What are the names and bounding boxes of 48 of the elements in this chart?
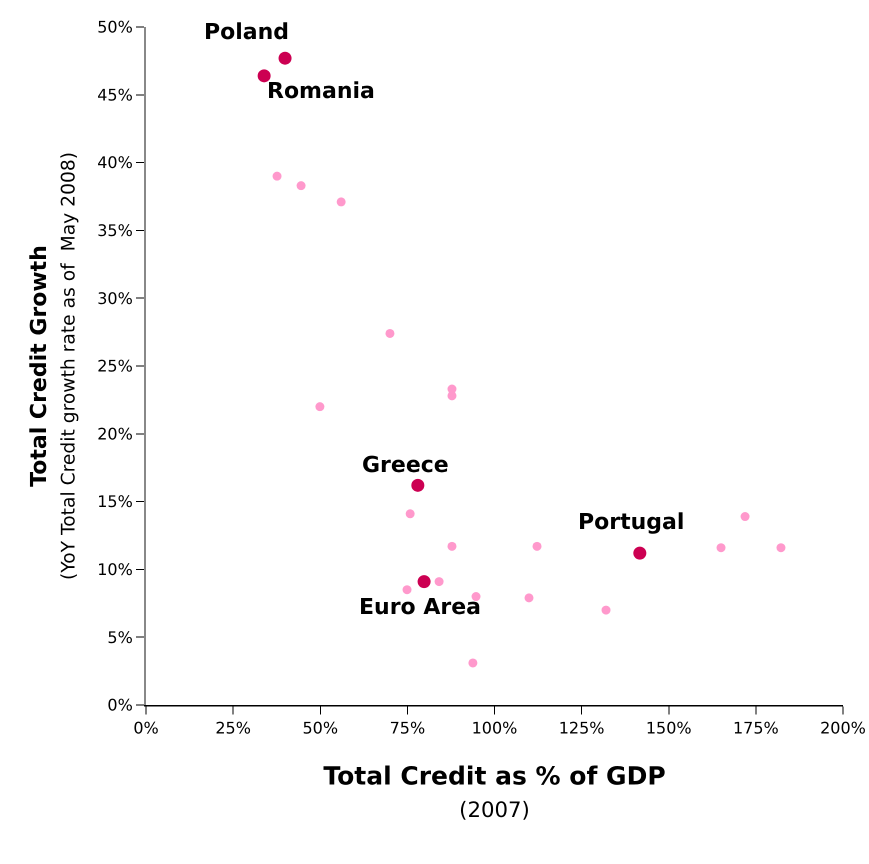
annotation: Portugal — [578, 510, 684, 535]
point — [258, 69, 271, 82]
y-tick-label: 0% — [107, 696, 133, 715]
point — [633, 546, 646, 560]
point — [776, 543, 786, 552]
y-tick-label: 15% — [97, 492, 133, 512]
y-tick-label: 5% — [107, 628, 133, 647]
y-tick-label: 25% — [97, 356, 133, 376]
point — [296, 181, 306, 190]
y-tick-label: 50% — [97, 18, 133, 37]
annotation: Euro Area — [359, 595, 481, 620]
y-tick-label: 40% — [97, 153, 133, 172]
y-tick-label: 45% — [97, 85, 133, 104]
x-tick-label: 175% — [733, 718, 779, 738]
point — [447, 542, 456, 551]
point — [315, 402, 324, 412]
x-tick-label: 50% — [302, 718, 338, 738]
point — [602, 606, 611, 615]
x-tick-label: 125% — [558, 718, 605, 738]
y-tick-label: 10% — [97, 560, 133, 579]
point — [468, 658, 478, 668]
point — [434, 577, 444, 586]
point — [278, 52, 292, 65]
point — [411, 478, 424, 492]
point — [402, 585, 412, 594]
x-tick-label: 150% — [646, 718, 692, 738]
y-tick-label: 20% — [97, 424, 133, 444]
y-tick-label: 35% — [97, 221, 133, 240]
x-tick-label: 25% — [215, 718, 251, 738]
point — [406, 509, 415, 518]
point — [418, 575, 431, 588]
x-tick-label: 0% — [133, 718, 159, 738]
y-tick-label: 30% — [97, 288, 133, 308]
point — [532, 542, 542, 551]
x-tick-label: 200% — [820, 718, 866, 738]
annotation: Greece — [362, 453, 449, 478]
point — [716, 543, 726, 552]
x-axis-title: Total Credit as % of GDP (2007) — [323, 761, 666, 823]
point — [272, 172, 282, 181]
x-tick-label: 75% — [390, 718, 426, 738]
annotation: Poland — [204, 20, 290, 45]
point — [336, 197, 346, 206]
x-tick-label: 100% — [472, 718, 518, 738]
point — [524, 593, 534, 602]
point — [385, 328, 394, 338]
point — [740, 512, 750, 522]
annotation: Romania — [267, 79, 375, 104]
y-axis-title: Total Credit Growth (YoY Total Credit growth rate as of May 2008) — [26, 152, 80, 580]
